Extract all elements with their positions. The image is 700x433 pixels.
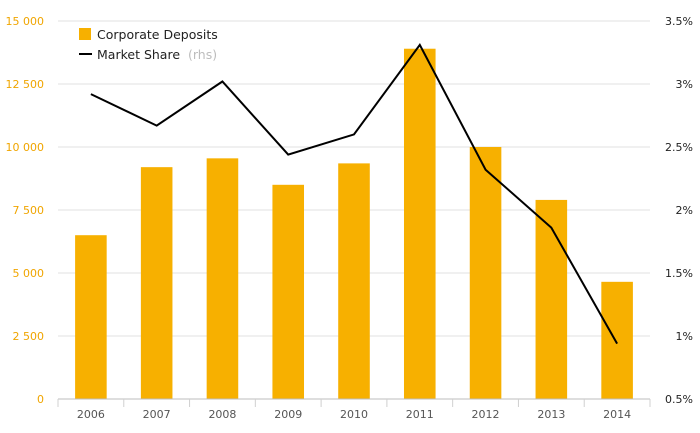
- x-tick-label: 2008: [208, 408, 236, 421]
- bar: [206, 158, 239, 399]
- bar: [338, 163, 370, 399]
- line-series: [90, 43, 618, 345]
- legend-label-corporate-deposits: Corporate Deposits: [97, 27, 218, 42]
- bar: [140, 167, 173, 399]
- bar: [403, 48, 436, 399]
- y-left-tick-label: 0: [37, 393, 44, 406]
- y-left-tick-label: 5 000: [13, 267, 45, 280]
- y-left-tick-label: 15 000: [6, 15, 45, 28]
- y-right-tick-label: 3.5%: [665, 15, 693, 28]
- bar-series: [75, 48, 633, 399]
- x-tick-label: 2013: [537, 408, 565, 421]
- axes: 0 2 500 5 000 7 500 10 000 12 500 15 000 0.5% 1%…: [6, 15, 694, 421]
- legend-label-rhs-note: (rhs): [188, 47, 217, 62]
- x-tick-label: 2007: [143, 408, 171, 421]
- legend-label-market-share: Market Share: [97, 47, 180, 62]
- y-left-tick-label: 2 500: [13, 330, 45, 343]
- bar: [601, 281, 633, 399]
- x-tick-label: 2006: [77, 408, 105, 421]
- y-right-tick-label: 1%: [676, 330, 693, 343]
- svg-text:Market Share (rhs): Market Share (rhs): [97, 47, 217, 62]
- y-right-tick-label: 3%: [676, 78, 693, 91]
- x-tick-label: 2011: [406, 408, 434, 421]
- x-tick-label: 2010: [340, 408, 368, 421]
- bar: [75, 235, 107, 399]
- legend-swatch-corporate-deposits: [79, 28, 91, 40]
- y-right-tick-label: 0.5%: [665, 393, 693, 406]
- y-left-tick-label: 10 000: [6, 141, 45, 154]
- market-share-line: [90, 43, 618, 345]
- y-left-tick-label: 12 500: [6, 78, 45, 91]
- y-left-tick-label: 7 500: [13, 204, 45, 217]
- bar: [272, 184, 305, 399]
- x-tick-label: 2014: [603, 408, 631, 421]
- y-right-tick-label: 2%: [676, 204, 693, 217]
- bar: [535, 199, 568, 399]
- legend: Corporate Deposits Market Share (rhs): [79, 27, 218, 62]
- x-tick-label: 2009: [274, 408, 302, 421]
- bar: [469, 147, 502, 399]
- y-right-tick-label: 2.5%: [665, 141, 693, 154]
- y-right-tick-label: 1.5%: [665, 267, 693, 280]
- x-tick-label: 2012: [472, 408, 500, 421]
